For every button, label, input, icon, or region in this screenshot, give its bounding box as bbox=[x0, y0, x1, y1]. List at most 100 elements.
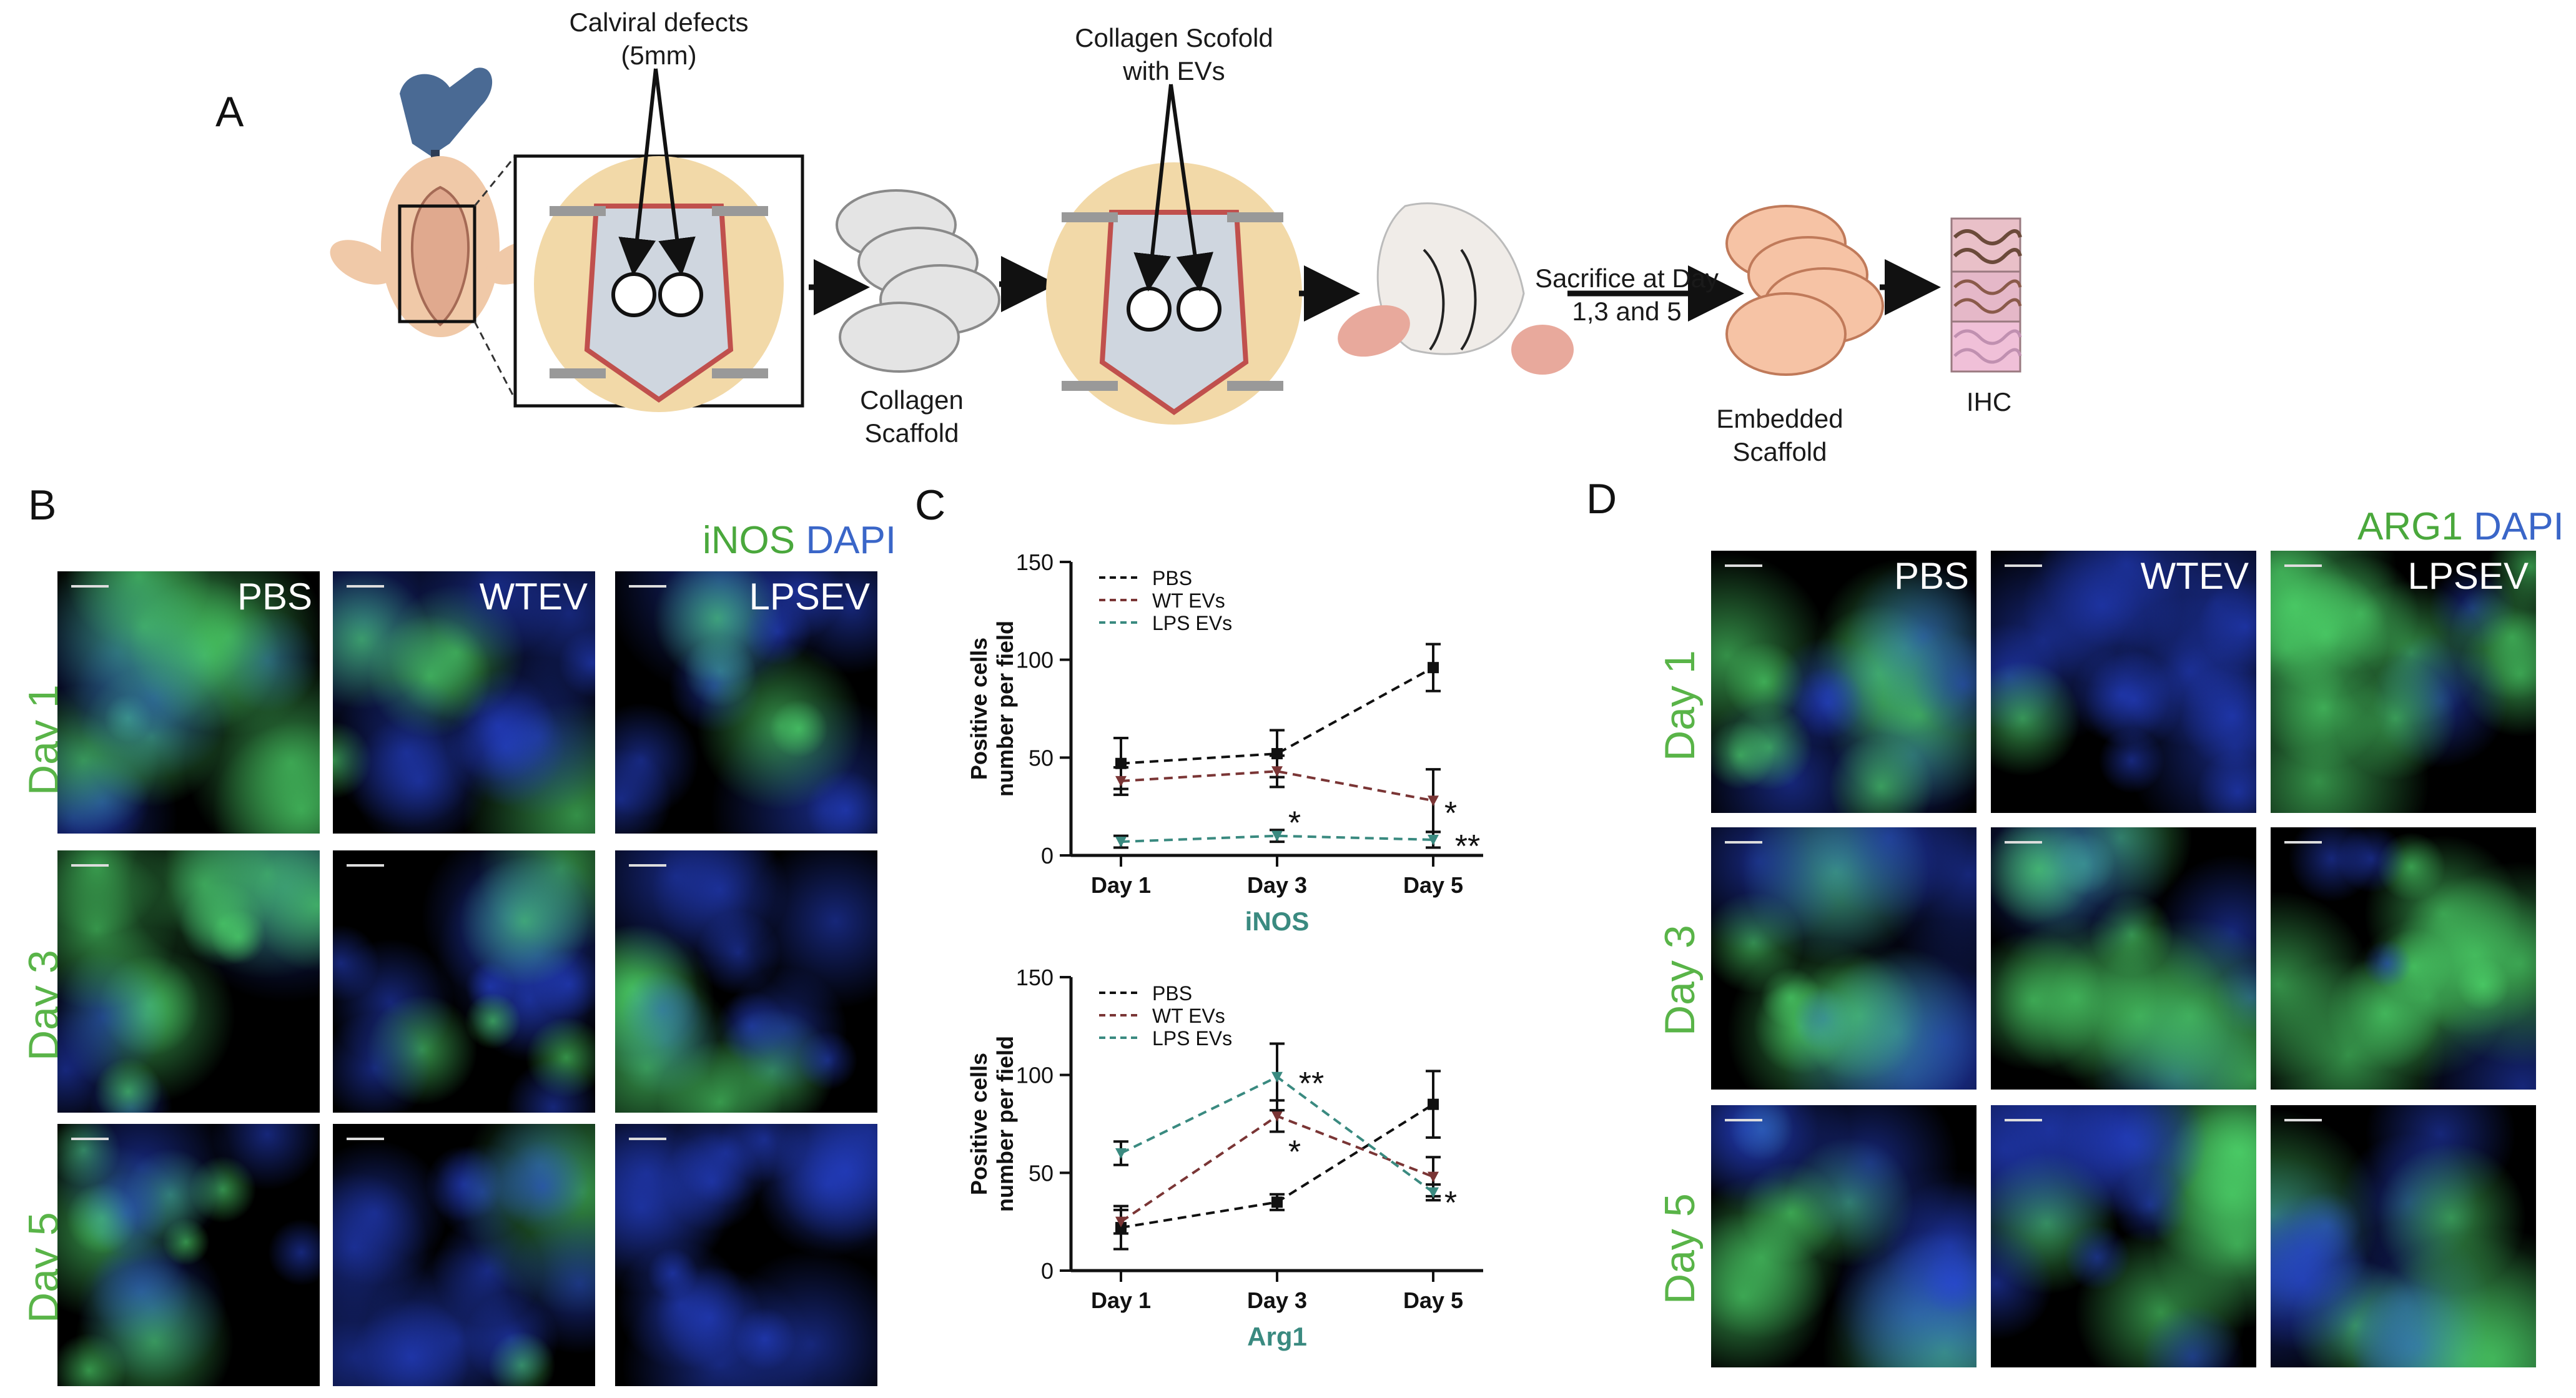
panel_b-micrograph-r3-c1 bbox=[57, 1124, 320, 1386]
inos-stain-label: iNOS bbox=[703, 519, 796, 562]
y-axis-label-line2: number per field bbox=[992, 1036, 1018, 1212]
legend-label: LPS EVs bbox=[1152, 612, 1232, 634]
data-point bbox=[1115, 837, 1127, 848]
series-line-1 bbox=[1120, 770, 1434, 802]
data-point bbox=[1271, 1111, 1283, 1122]
panel_b-micrograph-r2-c3 bbox=[615, 850, 877, 1113]
scale-bar bbox=[2005, 1119, 2042, 1121]
panel_b-micrograph-r2-c2 bbox=[333, 850, 595, 1113]
legend-label: PBS bbox=[1152, 982, 1192, 1005]
data-point bbox=[1428, 1171, 1439, 1183]
panel_b-column-label-1: PBS bbox=[237, 576, 312, 618]
scaffold-evs-label: Collagen Scofold with EVs bbox=[1043, 22, 1305, 87]
y-axis-label-line1: Positive cells bbox=[966, 637, 992, 780]
panel_d-column-label-2: WTEV bbox=[2140, 555, 2249, 597]
panel_b-micrograph-r1-c3: LPSEV bbox=[615, 571, 877, 834]
data-point bbox=[1428, 834, 1439, 845]
scale-bar bbox=[2005, 841, 2042, 844]
y-tick-label: 100 bbox=[1016, 647, 1054, 673]
significance-marker: * bbox=[1288, 1135, 1301, 1171]
panel-b-stain-legend: iNOS DAPI bbox=[703, 518, 896, 563]
data-point bbox=[1115, 1216, 1127, 1228]
scaffold-evs-line2: with EVs bbox=[1123, 56, 1225, 86]
panel_d-micrograph-r1-c1: PBS bbox=[1711, 551, 1976, 813]
panel_d-micrograph-r1-c3: LPSEV bbox=[2271, 551, 2536, 813]
dapi-stain-label: DAPI bbox=[806, 519, 897, 562]
data-point bbox=[1271, 830, 1283, 842]
panel_d-micrograph-r3-c3 bbox=[2271, 1105, 2536, 1367]
data-point bbox=[1115, 775, 1127, 787]
data-point bbox=[1428, 1187, 1439, 1198]
scale-bar bbox=[629, 585, 666, 588]
y-tick-label: 0 bbox=[1041, 843, 1054, 869]
chart-title: Arg1 bbox=[1247, 1322, 1307, 1351]
arg1-stain-label: ARG1 bbox=[2357, 505, 2463, 548]
ihc-label: IHC bbox=[1966, 387, 2012, 416]
x-tick-label: Day 1 bbox=[1091, 1287, 1151, 1313]
panel-d-row-day5: Day 5 bbox=[1656, 1193, 1704, 1304]
scale-bar bbox=[71, 864, 109, 867]
scale-bar bbox=[2284, 564, 2322, 567]
panel-label-c: C bbox=[915, 481, 946, 529]
arg1-line-chart: 0 50 100 150 Day 1 Day 3 Day 5 Positive cellsnu… bbox=[966, 965, 1483, 1351]
scale-bar bbox=[2284, 1119, 2322, 1121]
legend-label: LPS EVs bbox=[1152, 1027, 1232, 1050]
ihc-slides bbox=[1950, 217, 2022, 373]
sacrifice-line1: Sacrifice at Day bbox=[1534, 263, 1719, 293]
y-axis-label: Positive cellsnumber per field bbox=[966, 1036, 1018, 1212]
y-axis-label: Positive cellsnumber per field bbox=[966, 621, 1018, 797]
panel-d-stain-legend: ARG1 DAPI bbox=[2357, 505, 2564, 549]
collagen-scaffold-label: Collagen Scaffold bbox=[837, 384, 987, 450]
panel_b-micrograph-r2-c1 bbox=[57, 850, 320, 1113]
sacrifice-line2: 1,3 and 5 bbox=[1572, 296, 1682, 326]
y-tick-label: 150 bbox=[1016, 549, 1054, 575]
legend-label: PBS bbox=[1152, 567, 1192, 589]
scale-bar bbox=[1725, 1119, 1762, 1121]
data-point bbox=[1271, 1196, 1283, 1208]
scale-bar bbox=[71, 585, 109, 588]
x-tick-label: Day 1 bbox=[1091, 872, 1151, 898]
y-tick-label: 100 bbox=[1016, 1063, 1054, 1088]
y-axis-label-line2: number per field bbox=[992, 621, 1018, 797]
x-tick-label: Day 3 bbox=[1247, 1287, 1307, 1313]
scale-bar bbox=[629, 864, 666, 867]
scale-bar bbox=[2005, 564, 2042, 567]
panel_d-micrograph-r2-c3 bbox=[2271, 827, 2536, 1090]
data-point bbox=[1428, 1098, 1439, 1110]
panel_b-micrograph-r3-c2 bbox=[333, 1124, 595, 1386]
x-tick-label: Day 5 bbox=[1403, 1287, 1463, 1313]
panel_b-micrograph-r3-c3 bbox=[615, 1124, 877, 1386]
embedded-line1: Embedded bbox=[1716, 404, 1843, 433]
panel-label-d: D bbox=[1586, 475, 1617, 523]
y-tick-label: 50 bbox=[1029, 1160, 1054, 1186]
x-tick-label: Day 3 bbox=[1247, 872, 1307, 898]
legend-label: WT EVs bbox=[1152, 1005, 1225, 1027]
dapi-stain-label-d: DAPI bbox=[2474, 505, 2564, 548]
panel_d-micrograph-r2-c2 bbox=[1991, 827, 2256, 1090]
workflow-schematic bbox=[330, 67, 2022, 425]
significance-marker: ** bbox=[1299, 1066, 1324, 1102]
x-tick-label: Day 5 bbox=[1403, 872, 1463, 898]
skull-with-scaffold bbox=[1046, 162, 1302, 425]
scale-bar bbox=[1725, 841, 1762, 844]
panel-label-b: B bbox=[28, 481, 57, 529]
panel_b-micrograph-r1-c1: PBS bbox=[57, 571, 320, 834]
embedded-scaffold-discs bbox=[1725, 205, 1884, 376]
calvarial-zoom-box bbox=[513, 154, 804, 412]
collagen-scaffold-line2: Scaffold bbox=[864, 418, 959, 448]
panel-label-a: A bbox=[215, 88, 244, 135]
panel_d-column-label-1: PBS bbox=[1893, 555, 1969, 597]
panel_d-column-label-3: LPSEV bbox=[2407, 555, 2529, 597]
scale-bar bbox=[347, 864, 384, 867]
panel_d-micrograph-r2-c1 bbox=[1711, 827, 1976, 1090]
embedded-line2: Scaffold bbox=[1732, 436, 1827, 466]
scale-bar bbox=[71, 1138, 109, 1140]
calvarial-label-line1: Calviral defects bbox=[569, 7, 749, 37]
scale-bar bbox=[2284, 841, 2322, 844]
significance-marker: * bbox=[1288, 805, 1301, 842]
significance-marker: ** bbox=[1455, 829, 1480, 865]
collagen-discs bbox=[836, 189, 1000, 373]
y-tick-label: 150 bbox=[1016, 965, 1054, 990]
scale-bar bbox=[347, 585, 384, 588]
scale-bar bbox=[347, 1138, 384, 1140]
